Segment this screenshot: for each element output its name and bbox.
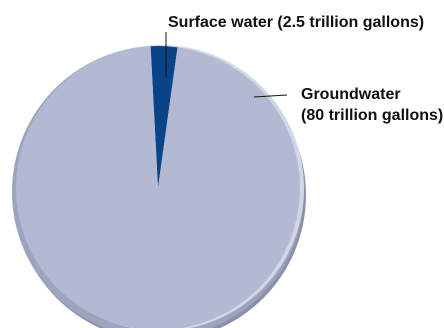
slice-labels: Surface water (2.5 trillion gallons) Gro… [168,14,443,124]
pie-slice-groundwater [15,46,300,328]
slice-label-groundwater: Groundwater (80 trillion gallons) [301,86,443,124]
leader-lines [165,32,288,98]
slice-label-groundwater-line-2: (80 trillion gallons) [301,107,443,124]
leader-line-groundwater [253,94,288,98]
slice-label-groundwater-line-1: Groundwater [301,86,401,103]
pie-slices [15,45,300,328]
pie-slice-surface-water [150,45,178,188]
slice-label-surface-water: Surface water (2.5 trillion gallons) [168,14,424,31]
